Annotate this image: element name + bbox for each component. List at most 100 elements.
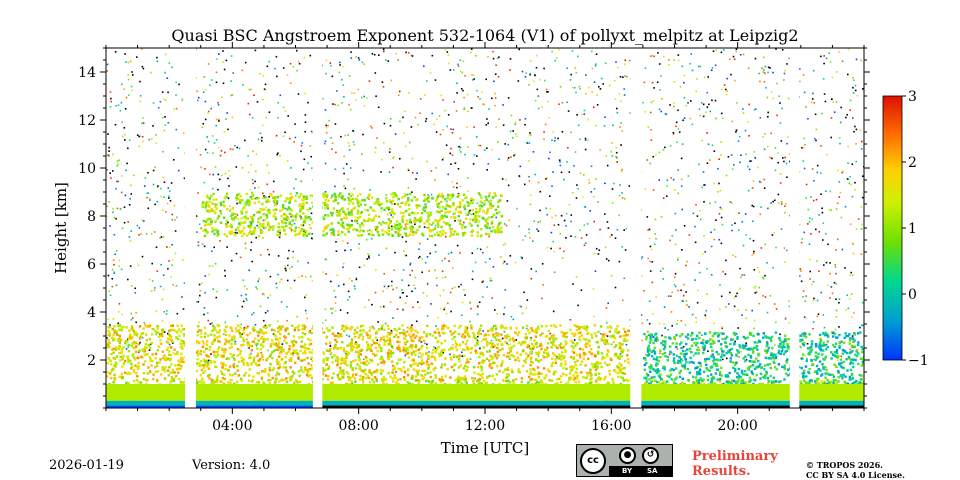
noise-dot	[677, 54, 680, 56]
noise-dot	[161, 319, 164, 322]
noise-dot	[259, 254, 262, 256]
noise-dot	[266, 310, 269, 312]
noise-dot	[850, 271, 852, 274]
noise-dot	[437, 316, 439, 319]
noise-dot	[852, 252, 855, 255]
layer-cell	[584, 382, 587, 385]
noise-dot	[355, 278, 358, 281]
noise-dot	[272, 190, 275, 193]
noise-dot	[257, 138, 260, 141]
layer-cell	[548, 370, 551, 373]
layer-cell	[403, 331, 407, 334]
layer-cell	[357, 353, 360, 356]
noise-dot	[655, 238, 657, 240]
noise-dot	[151, 138, 153, 140]
layer-cell	[544, 348, 547, 351]
layer-cell	[181, 347, 184, 350]
noise-dot	[447, 114, 450, 116]
noise-dot	[284, 267, 286, 270]
layer-cell	[529, 357, 533, 361]
noise-dot	[229, 210, 231, 212]
layer-cell	[566, 381, 570, 384]
noise-dot	[279, 346, 281, 349]
noise-dot	[445, 144, 448, 146]
noise-dot	[355, 99, 357, 101]
noise-dot	[156, 60, 159, 63]
noise-dot	[674, 285, 677, 288]
layer-cell	[410, 346, 413, 350]
noise-dot	[689, 350, 691, 353]
noise-dot	[426, 315, 429, 317]
noise-dot	[400, 202, 403, 204]
noise-dot	[852, 77, 854, 79]
noise-dot	[351, 92, 353, 94]
noise-dot	[246, 338, 248, 341]
layer-cell	[294, 341, 298, 344]
noise-dot	[170, 276, 172, 278]
layer-cell	[464, 328, 467, 332]
noise-dot	[337, 104, 339, 107]
noise-dot	[821, 207, 823, 210]
layer-cell	[177, 371, 180, 374]
noise-dot	[839, 142, 841, 145]
noise-dot	[809, 278, 811, 280]
noise-dot	[530, 268, 533, 270]
noise-dot	[115, 105, 117, 107]
noise-dot	[166, 77, 169, 79]
layer-cell	[552, 373, 556, 376]
noise-dot	[438, 115, 441, 117]
noise-dot	[115, 250, 118, 252]
noise-dot	[744, 129, 747, 132]
noise-dot	[751, 254, 753, 257]
noise-dot	[514, 153, 516, 156]
noise-dot	[654, 243, 656, 246]
noise-dot	[277, 320, 279, 322]
layer-cell	[537, 381, 541, 384]
noise-dot	[293, 222, 296, 225]
layer-cell	[516, 356, 520, 360]
layer-cell	[180, 339, 183, 342]
noise-dot	[721, 358, 724, 361]
noise-dot	[727, 156, 730, 158]
layer-cell	[672, 379, 675, 382]
noise-dot	[502, 124, 505, 126]
noise-dot	[325, 124, 328, 127]
noise-dot	[811, 98, 814, 100]
noise-dot	[351, 220, 353, 222]
noise-dot	[374, 151, 377, 154]
layer-cell	[298, 380, 302, 383]
noise-dot	[164, 71, 166, 74]
layer-cell	[291, 370, 294, 373]
noise-dot	[224, 275, 226, 277]
noise-dot	[251, 260, 253, 263]
layer-cell	[402, 366, 405, 369]
layer-cell	[620, 350, 623, 353]
noise-dot	[534, 99, 537, 102]
noise-dot	[849, 99, 852, 102]
noise-dot	[855, 228, 858, 230]
layer-cell	[545, 348, 548, 351]
noise-dot	[658, 63, 661, 65]
layer-cell	[403, 378, 406, 381]
noise-dot	[544, 79, 546, 82]
noise-dot	[812, 199, 815, 202]
noise-dot	[451, 181, 454, 183]
noise-dot	[330, 65, 332, 67]
noise-dot	[734, 340, 736, 343]
noise-dot	[701, 186, 703, 189]
noise-dot	[802, 147, 805, 149]
noise-dot	[325, 132, 328, 134]
noise-dot	[672, 178, 675, 181]
noise-dot	[421, 271, 423, 274]
noise-dot	[531, 350, 533, 353]
noise-dot	[462, 60, 465, 62]
noise-dot	[305, 312, 307, 315]
noise-dot	[441, 277, 444, 279]
noise-dot	[838, 326, 840, 328]
noise-dot	[550, 247, 552, 250]
layer-cell	[606, 363, 609, 367]
layer-cell	[483, 379, 486, 382]
noise-dot	[767, 207, 769, 210]
noise-dot	[674, 243, 677, 246]
noise-dot	[301, 142, 304, 144]
